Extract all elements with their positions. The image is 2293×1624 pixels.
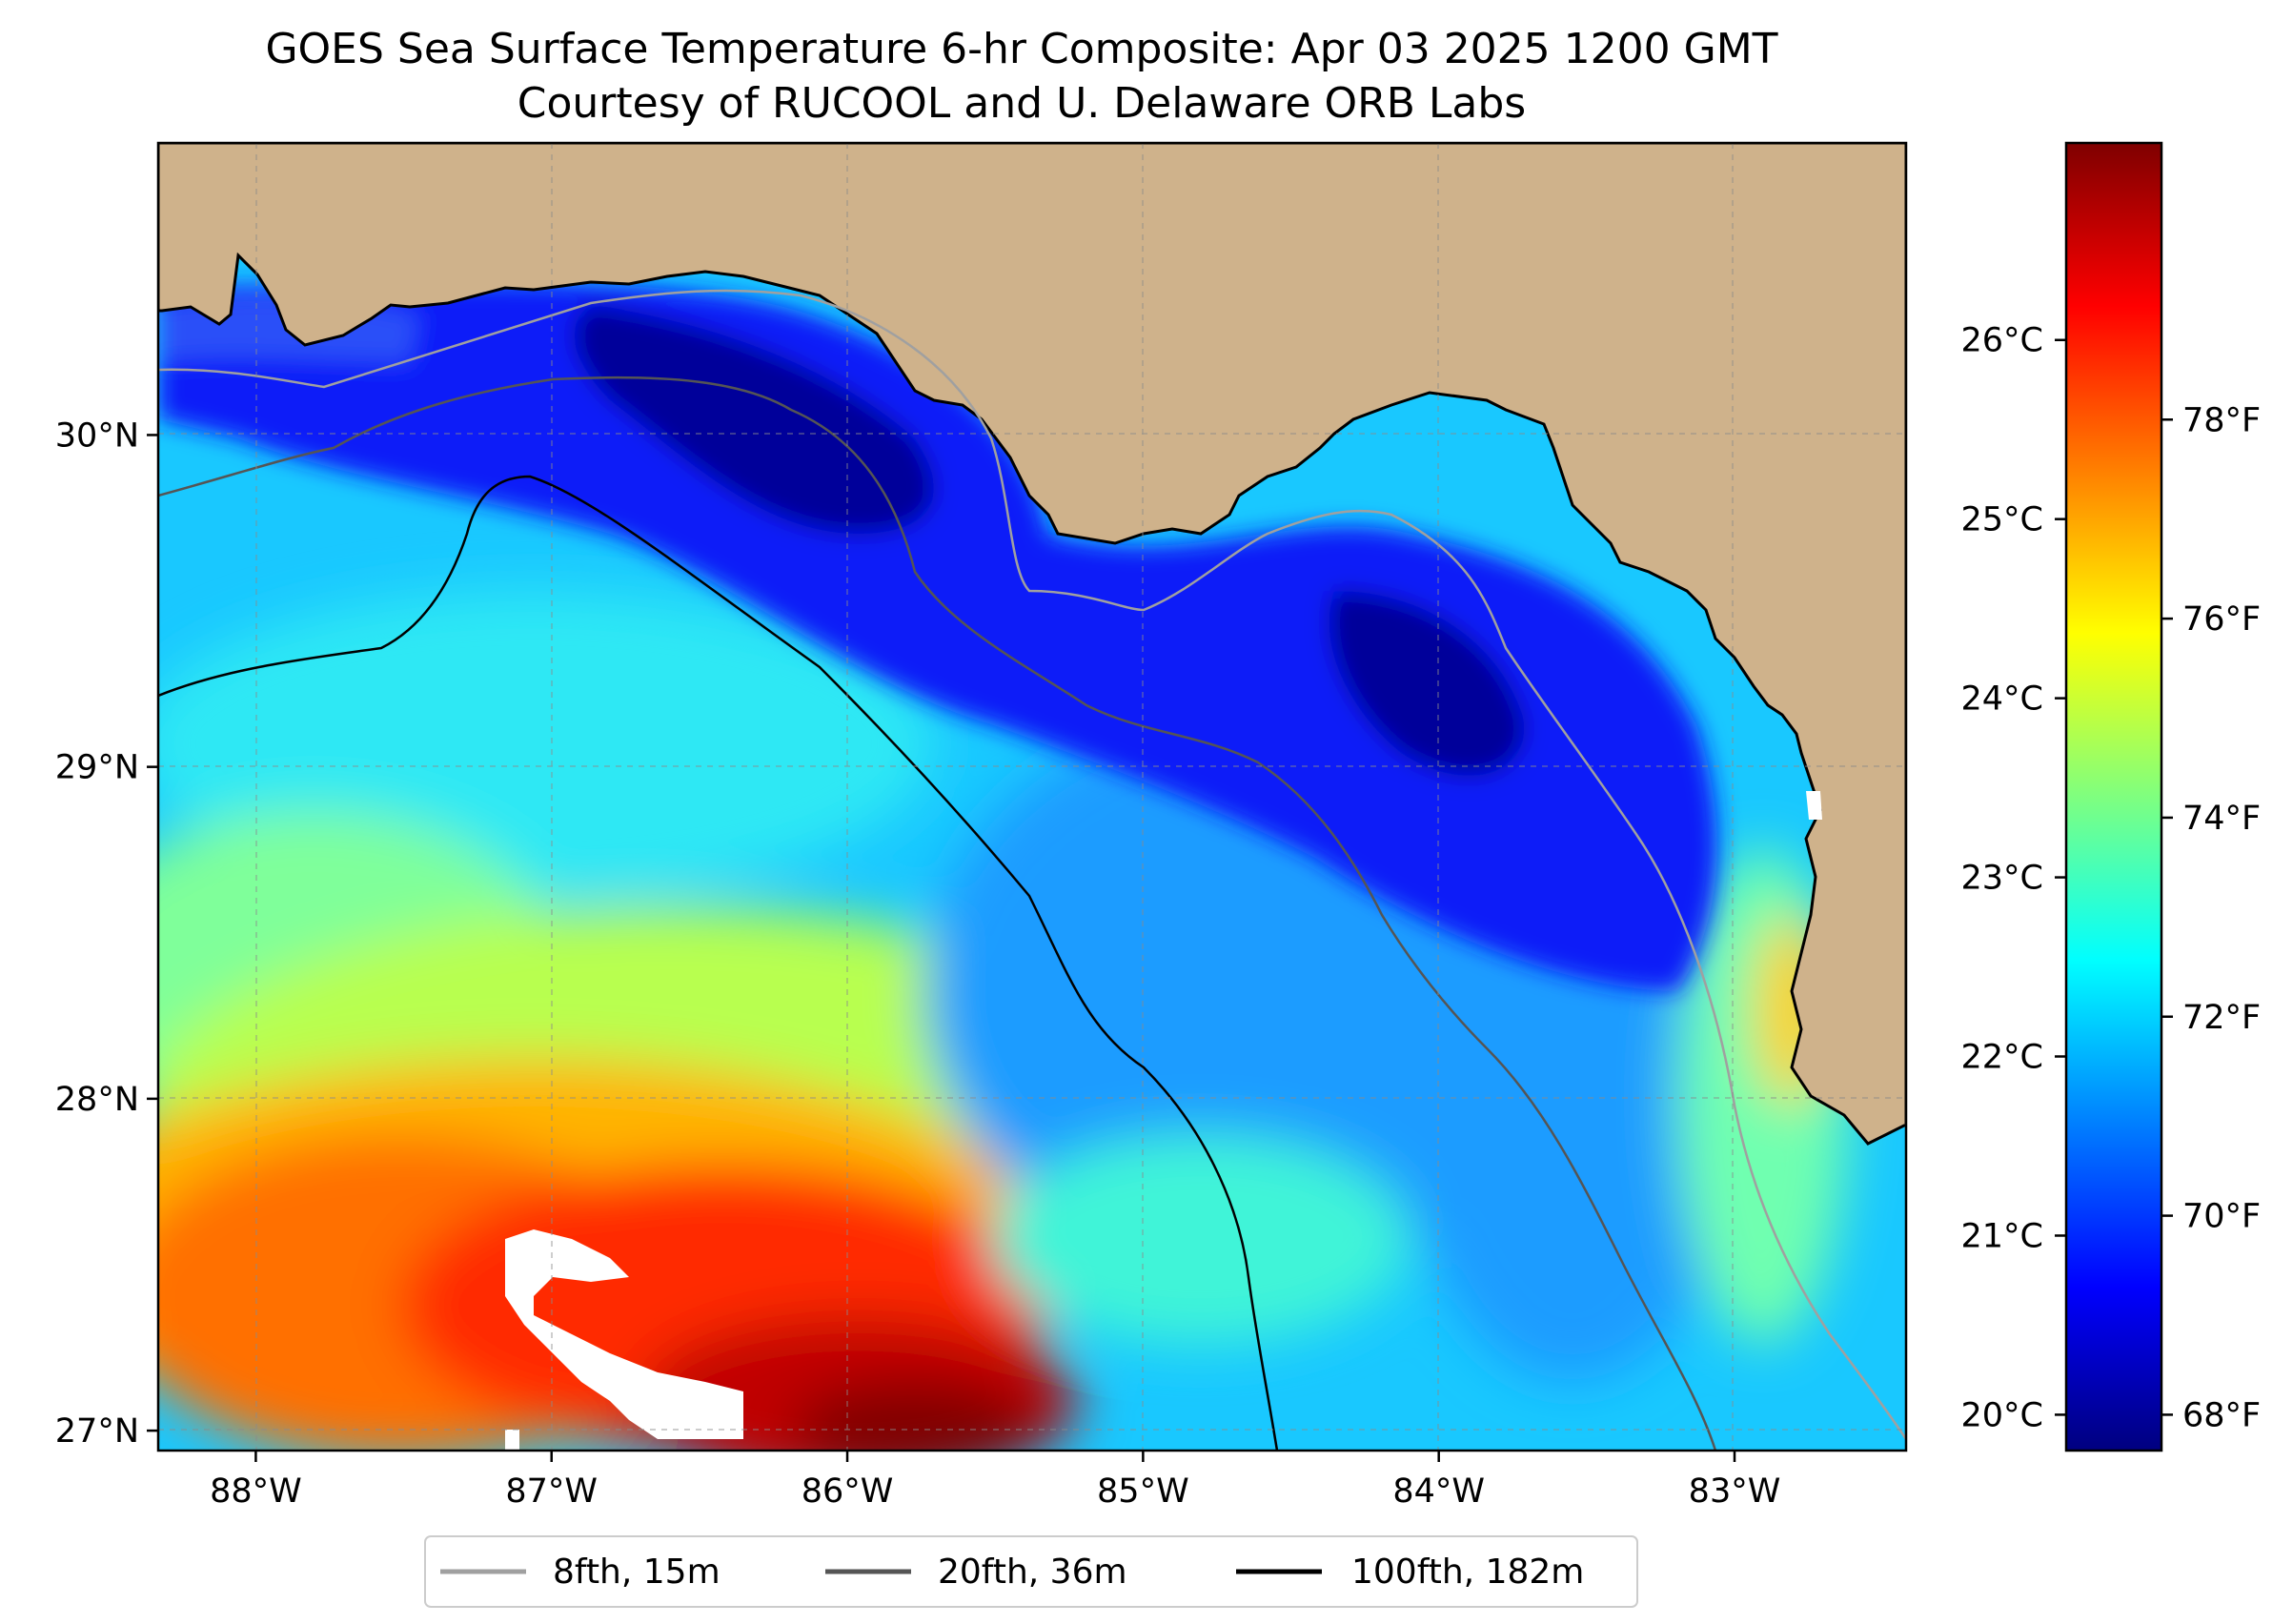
isobath-100fth [158,475,1279,1451]
fahrenheit-tick-label: 72°F [2182,999,2261,1037]
colorbar-fahrenheit-ticks: 68°F 70°F 72°F 74°F 76°F 78°F [2161,401,2261,1434]
y-tick-label: 27°N [55,1412,139,1451]
isobath-legend: 8fth, 15m 20fth, 36m 100fth, 182m [424,1535,1638,1608]
no-data-patches [505,791,1822,1451]
colorbar-celsius-ticks: 20°C 21°C 22°C 23°C 24°C 25°C 26°C [1961,322,2066,1434]
isobath-8fth [158,289,1906,1440]
x-tick-label: 85°W [1097,1472,1189,1511]
map-frame [156,141,1908,1452]
celsius-tick-label: 20°C [1961,1396,2043,1434]
celsius-tick-label: 26°C [1961,322,2043,360]
colorbar-gradient [2064,141,2163,1452]
celsius-tick-label: 24°C [1961,680,2043,719]
map-title: GOES Sea Surface Temperature 6-hr Compos… [265,25,1777,73]
x-tick-label: 87°W [505,1472,598,1511]
y-tick-label: 29°N [55,749,139,787]
celsius-tick-label: 22°C [1961,1039,2043,1077]
longitude-axis: 88°W 87°W 86°W 85°W 84°W 83°W [210,1451,1780,1511]
gridlines [158,143,1906,1451]
land-mass [158,143,1906,1146]
fahrenheit-tick-label: 68°F [2182,1396,2261,1434]
x-tick-label: 88°W [210,1472,302,1511]
legend-box [424,1535,1638,1608]
fahrenheit-tick-label: 70°F [2182,1198,2261,1236]
celsius-tick-label: 23°C [1961,860,2043,898]
y-tick-label: 30°N [55,416,139,455]
celsius-tick-label: 25°C [1961,501,2043,539]
latitude-axis: 27°N 28°N 29°N 30°N [55,416,158,1451]
y-tick-label: 28°N [55,1081,139,1119]
x-tick-label: 86°W [802,1472,894,1511]
map-panel [158,143,1906,1451]
x-tick-label: 84°W [1392,1472,1485,1511]
x-tick-label: 83°W [1689,1472,1781,1511]
fahrenheit-tick-label: 76°F [2182,600,2261,639]
map-subtitle: Courtesy of RUCOOL and U. Delaware ORB L… [517,79,1526,128]
fahrenheit-tick-label: 78°F [2182,401,2261,439]
celsius-tick-label: 21°C [1961,1217,2043,1255]
fahrenheit-tick-label: 74°F [2182,800,2261,838]
isobath-20fth [158,376,1717,1451]
legend-label-100fth: 100fth, 182m [1351,1553,1584,1592]
legend-label-20fth: 20fth, 36m [938,1553,1127,1592]
legend-label-8fth: 8fth, 15m [553,1553,720,1592]
